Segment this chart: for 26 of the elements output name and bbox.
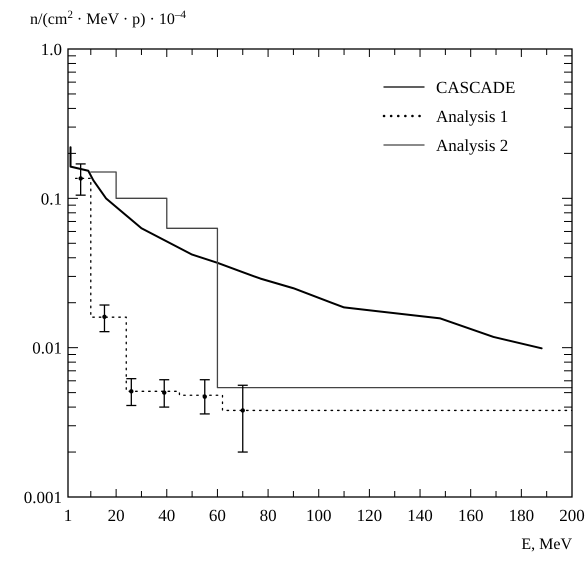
point — [240, 408, 245, 413]
legend-label: CASCADE — [436, 78, 516, 97]
x-tick-label: 60 — [208, 506, 226, 525]
x-tick-label: 140 — [407, 506, 433, 525]
x-tick-label: 180 — [508, 506, 534, 525]
point — [78, 176, 83, 181]
y-tick-label: 0.1 — [40, 189, 62, 208]
y-axis-title: n/(cm$^{2}$ · MeV · p) · 10$^{–4}$ — [30, 9, 186, 28]
x-axis-title: E, MeV — [521, 536, 572, 553]
x-tick-label: 40 — [158, 506, 176, 525]
point — [102, 314, 107, 319]
x-tick-label: 80 — [260, 506, 277, 525]
point — [162, 390, 166, 395]
legend-label: Analysis 2 — [436, 136, 508, 155]
x-tick-label: 20 — [108, 506, 125, 525]
point — [129, 389, 134, 394]
x-tick-label: 100 — [306, 506, 332, 525]
point — [202, 394, 207, 399]
x-tick-label: 160 — [458, 506, 484, 525]
x-tick-label: 120 — [356, 506, 382, 525]
y-tick-label: 0.001 — [24, 488, 62, 507]
y-tick-label: 1.0 — [40, 40, 62, 59]
x-tick-label: 1 — [64, 506, 72, 525]
y-tick-label: 0.01 — [32, 338, 62, 358]
legend-label: Analysis 1 — [436, 107, 508, 126]
x-tick-label: 200 — [559, 506, 585, 525]
